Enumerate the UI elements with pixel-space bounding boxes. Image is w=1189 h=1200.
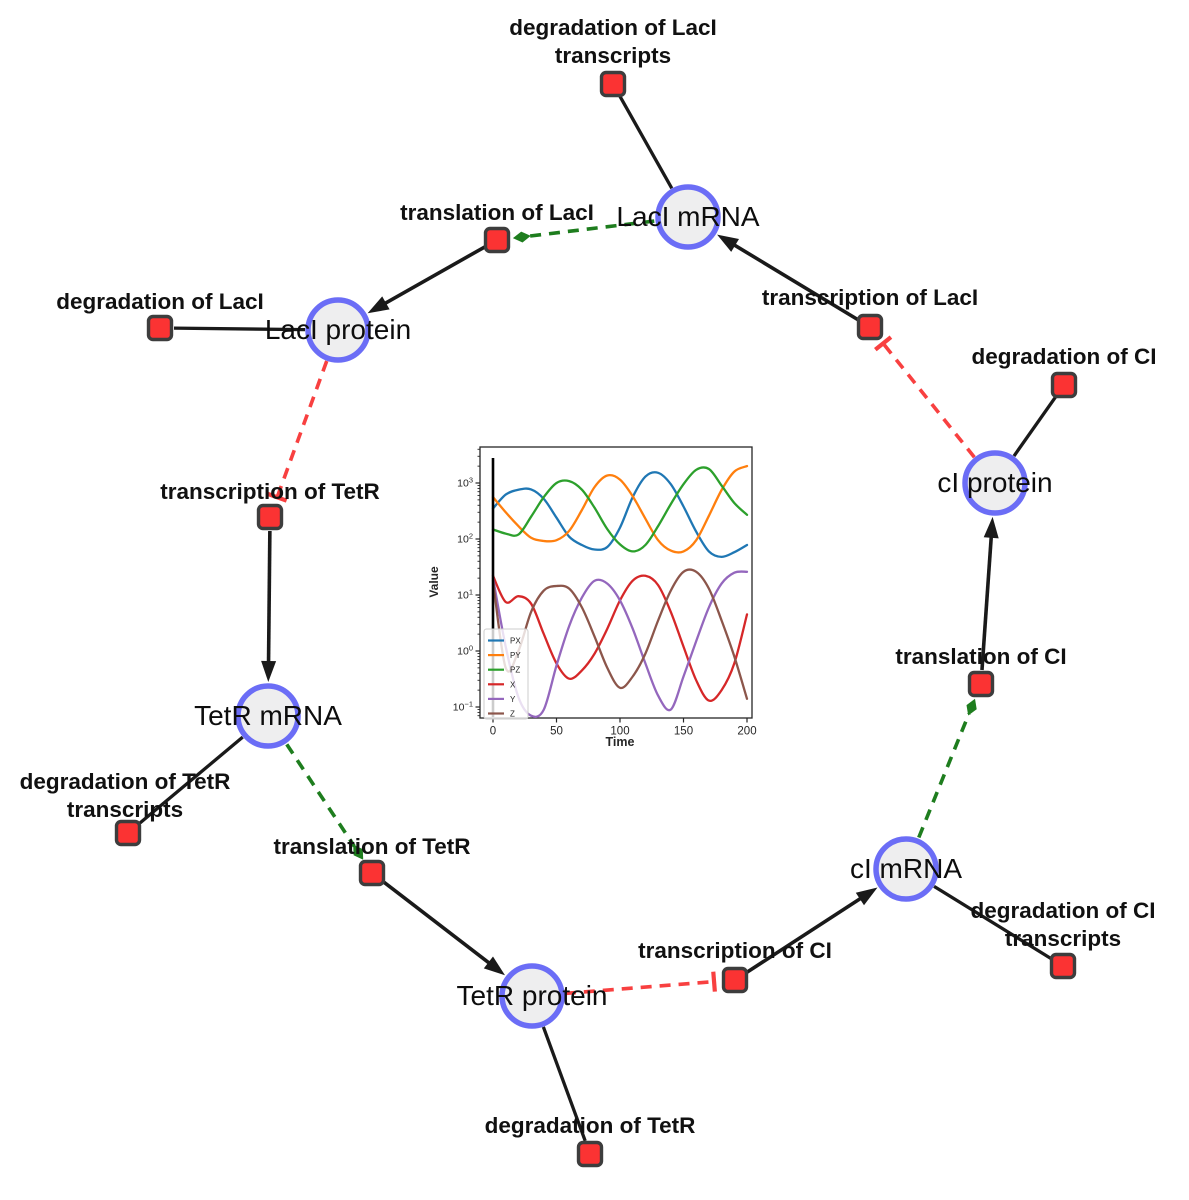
- y-axis-ticks: 103 102 101 100 10−1: [453, 448, 480, 717]
- y-tick-label: 101: [457, 588, 473, 602]
- reaction-node-transcription_laci[interactable]: [856, 313, 884, 341]
- catalysis-arrowhead: [353, 844, 364, 860]
- reaction-node-translation_ci[interactable]: [967, 670, 995, 698]
- reaction-node-transcription_tetr[interactable]: [256, 503, 284, 531]
- edge-ci_mrna-deg_ci_tx: [933, 884, 1052, 961]
- edge-translation_ci-ci_protein: [980, 516, 999, 671]
- edge-transcription_ci-ci_mrna: [745, 887, 878, 974]
- arrowhead: [855, 887, 878, 906]
- arrowhead: [717, 234, 739, 252]
- x-tick-label: 50: [550, 726, 563, 738]
- legend-label-PX: PX: [510, 637, 521, 646]
- edge-tetr_mrna-translation_tetr: [285, 743, 364, 860]
- y-tick-label: 100: [457, 644, 473, 658]
- legend-label-Z: Z: [510, 710, 515, 719]
- x-axis-ticks: 0 50 100 150 200: [490, 718, 757, 738]
- species-node-tetr_mrna[interactable]: [235, 683, 301, 749]
- x-tick-label: 150: [674, 726, 693, 738]
- species-node-ci_protein[interactable]: [962, 450, 1028, 516]
- x-tick-label: 100: [610, 726, 629, 738]
- inhibition-bar: [267, 491, 288, 503]
- curve-Y: [491, 570, 749, 718]
- nodes-group: [114, 70, 1078, 1168]
- inhibition-bar: [874, 335, 893, 352]
- chart-xlabel: Time: [605, 735, 635, 749]
- chart-curves: [491, 464, 749, 718]
- edge-transcription_laci-laci_mrna: [717, 234, 859, 322]
- catalysis-arrowhead: [966, 698, 977, 716]
- reaction-node-translation_laci[interactable]: [483, 226, 511, 254]
- edge-transcription_tetr-tetr_mrna: [261, 530, 277, 682]
- reaction-node-deg_tetr[interactable]: [576, 1140, 604, 1168]
- reaction-node-deg_laci_tx[interactable]: [599, 70, 627, 98]
- legend-label-Y: Y: [510, 695, 516, 704]
- edge-ci_protein-deg_ci: [1012, 395, 1058, 457]
- y-tick-label: 10−1: [453, 700, 473, 714]
- edge-laci_mrna-translation_laci: [512, 219, 655, 243]
- legend-label-PY: PY: [510, 651, 521, 660]
- edge-translation_laci-laci_protein: [367, 245, 486, 314]
- edges-group: [137, 95, 1058, 1142]
- reaction-node-deg_laci[interactable]: [146, 314, 174, 342]
- simulation-chart: 0 50 100 150 200 103 102 101 100 10−1 PX PY PZ X Y Z Va…: [420, 430, 772, 762]
- reaction-node-translation_tetr[interactable]: [358, 859, 386, 887]
- legend-label-X: X: [510, 680, 516, 689]
- reaction-node-deg_tetr_tx[interactable]: [114, 819, 142, 847]
- edge-tetr_mrna-deg_tetr_tx: [137, 735, 244, 826]
- edge-laci_protein-transcription_tetr: [267, 360, 329, 503]
- edge-laci_protein-deg_laci: [173, 326, 306, 332]
- arrowhead: [367, 296, 390, 314]
- species-node-laci_mrna[interactable]: [655, 184, 721, 250]
- curve-PZ: [491, 466, 749, 553]
- reaction-node-transcription_ci[interactable]: [721, 966, 749, 994]
- edge-translation_tetr-tetr_protein: [382, 880, 505, 976]
- reaction-node-deg_ci_tx[interactable]: [1049, 952, 1077, 980]
- legend-label-PZ: PZ: [510, 666, 520, 675]
- edge-tetr_protein-transcription_ci: [564, 971, 717, 996]
- x-tick-label: 0: [490, 726, 496, 738]
- edge-ci_mrna-translation_ci: [917, 698, 977, 839]
- legend-box: [483, 628, 529, 720]
- arrowhead: [261, 660, 277, 682]
- arrowhead: [483, 956, 505, 976]
- edge-laci_mrna-deg_laci_tx: [618, 95, 674, 190]
- x-tick-label: 200: [737, 726, 756, 738]
- species-node-laci_protein[interactable]: [305, 297, 371, 363]
- y-tick-label: 103: [457, 476, 473, 490]
- chart-legend: PX PY PZ XYZ: [483, 628, 529, 720]
- edge-ci_protein-transcription_laci: [874, 335, 976, 459]
- species-node-ci_mrna[interactable]: [873, 836, 939, 902]
- edge-tetr_protein-deg_tetr: [541, 1026, 587, 1142]
- curve-PY: [491, 464, 749, 554]
- species-node-tetr_protein[interactable]: [499, 963, 565, 1029]
- arrowhead: [983, 516, 999, 539]
- chart-plot-area: 0 50 100 150 200 103 102 101 100 10−1 PX PY PZ XYZ: [453, 446, 757, 738]
- inhibition-bar: [711, 971, 717, 992]
- reaction-node-deg_ci[interactable]: [1050, 371, 1078, 399]
- chart-ylabel: Value: [427, 566, 441, 598]
- catalysis-arrowhead: [512, 231, 531, 243]
- curve-PX: [491, 471, 749, 559]
- curve-Z: [491, 568, 749, 700]
- y-tick-label: 102: [457, 532, 473, 546]
